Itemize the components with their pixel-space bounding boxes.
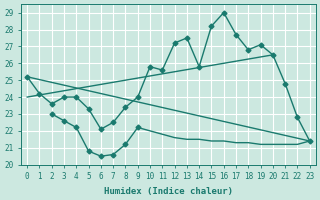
X-axis label: Humidex (Indice chaleur): Humidex (Indice chaleur) <box>104 187 233 196</box>
